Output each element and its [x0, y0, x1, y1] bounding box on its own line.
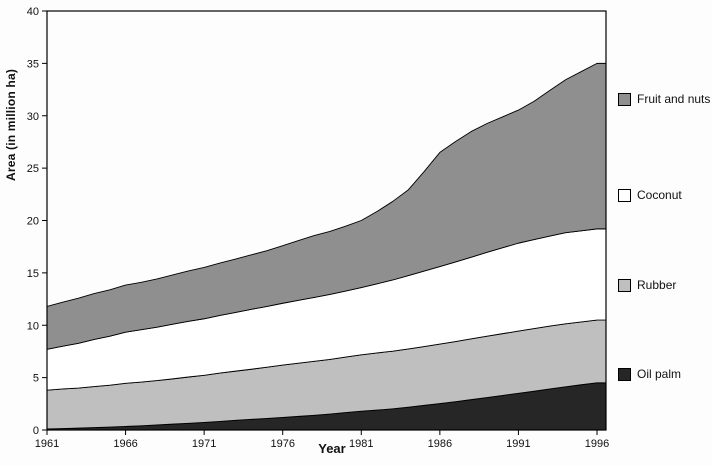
- y-tick-label: 0: [33, 425, 39, 437]
- x-tick-label: 1986: [428, 438, 452, 450]
- x-tick-label: 1996: [585, 438, 609, 450]
- x-tick-label: 1976: [270, 438, 294, 450]
- y-tick-label: 40: [27, 6, 39, 18]
- x-axis-title: Year: [318, 441, 346, 456]
- legend-swatch-1: [618, 188, 631, 202]
- legend-item-rubber: Rubber: [618, 278, 676, 292]
- y-tick-label: 30: [27, 111, 39, 123]
- y-tick-label: 25: [27, 163, 39, 175]
- y-tick-label: 20: [27, 216, 39, 228]
- y-tick-label: 35: [27, 58, 39, 70]
- x-tick-label: 1966: [113, 438, 137, 450]
- x-tick-label: 1971: [192, 438, 216, 450]
- y-tick-label: 15: [27, 268, 39, 280]
- x-tick-label: 1991: [506, 438, 530, 450]
- legend-item-fruit-and-nuts: Fruit and nuts: [618, 92, 710, 106]
- legend-label: Coconut: [637, 188, 682, 202]
- legend-item-oil-palm: Oil palm: [618, 367, 681, 381]
- x-tick-label: 1961: [35, 438, 59, 450]
- legend-item-coconut: Coconut: [618, 188, 682, 202]
- legend-swatch-3: [618, 367, 631, 381]
- legend-label: Fruit and nuts: [637, 92, 711, 106]
- legend-label: Rubber: [637, 278, 677, 292]
- legend-swatch-2: [618, 278, 631, 292]
- y-tick-label: 5: [33, 373, 39, 385]
- x-tick-label: 1981: [349, 438, 373, 450]
- y-tick-label: 10: [27, 320, 39, 332]
- y-axis-title: Area (in million ha): [4, 69, 18, 182]
- legend-label: Oil palm: [637, 367, 682, 381]
- legend-swatch-0: [618, 92, 631, 106]
